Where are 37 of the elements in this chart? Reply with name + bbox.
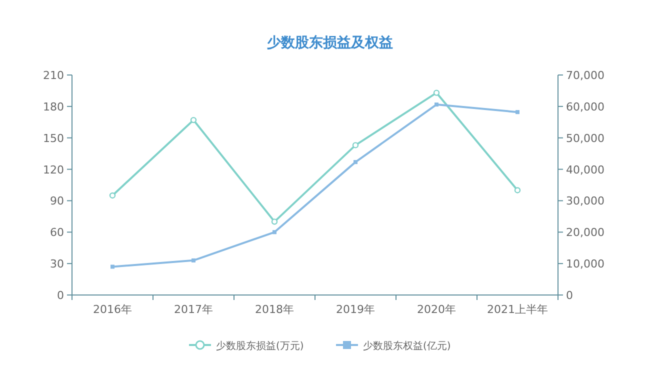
point (110, 264, 114, 269)
point (190, 116, 197, 124)
x-tick-label: 2018年 (255, 303, 294, 316)
x-tick-label: 2017年 (174, 303, 213, 316)
y-tick-label: 120 (43, 163, 64, 176)
legend-label: 少数股东损益(万元) (216, 340, 304, 352)
y-tick-label: 60 (50, 226, 64, 240)
point (352, 142, 359, 148)
chart-title: 少数股东损益及权益 (267, 34, 393, 51)
point (271, 218, 278, 225)
y2-tick-label: 40,000 (566, 163, 604, 176)
point (109, 192, 116, 199)
y2-tick-label: 20,000 (566, 226, 604, 240)
y2-tick-label: 70,000 (566, 69, 604, 82)
point (192, 258, 196, 262)
x-tick-label: 2019年 (336, 303, 375, 316)
point (433, 90, 440, 96)
y2-tick-label: 60,000 (566, 100, 604, 114)
y-tick-label: 30 (50, 258, 64, 271)
point (514, 187, 521, 194)
y-tick-label: 180 (43, 100, 64, 114)
x-tick-label: 2016年 (93, 303, 132, 316)
y2-tick-label: 10,000 (566, 258, 604, 271)
y2-tick-label: 0 (566, 289, 573, 302)
y-tick-label: 210 (43, 69, 64, 82)
y-tick-label: 0 (57, 289, 64, 302)
point (272, 230, 276, 234)
y2-tick-label: 50,000 (566, 132, 604, 145)
y-tick-label: 150 (43, 132, 64, 145)
point (434, 102, 438, 107)
legend-label: 少数股东权益(亿元) (363, 340, 451, 352)
point (354, 160, 358, 164)
y-tick-label: 90 (50, 194, 64, 208)
y2-tick-label: 30,000 (566, 194, 604, 208)
point (516, 110, 520, 114)
x-tick-label: 2021上半年 (487, 303, 548, 316)
x-tick-label: 2020年 (417, 303, 456, 316)
